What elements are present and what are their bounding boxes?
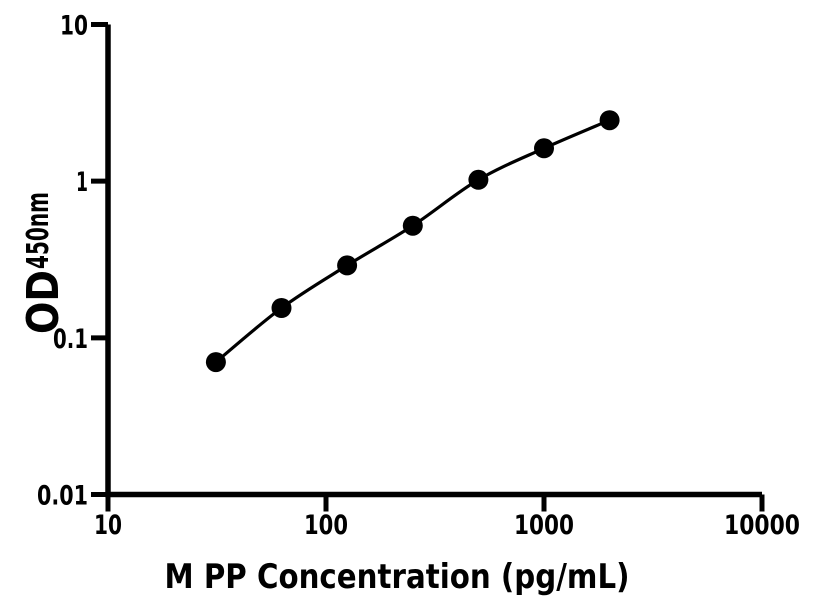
y-tick-label: 10 [60, 11, 88, 42]
x-tick-label: 100 [304, 510, 348, 541]
data-point-marker [205, 352, 226, 373]
y-tick-label: 0.01 [37, 481, 88, 512]
x-tick-label: 1000 [514, 510, 574, 541]
data-point-marker [468, 169, 489, 190]
x-tick-label: 10 [94, 510, 122, 541]
data-point-marker [271, 298, 292, 318]
data-point-marker [337, 255, 358, 276]
data-point-marker [599, 110, 620, 131]
y-axis-title-subscript: 450nm [21, 192, 56, 269]
axis-spine [105, 24, 762, 498]
y-tick-label: 0.1 [53, 324, 88, 355]
y-axis-title: OD [18, 270, 69, 334]
fit-curve [214, 118, 612, 364]
data-point-marker [402, 215, 423, 236]
data-point-marker [534, 138, 554, 159]
x-axis-title: M PP Concentration (pg/mL) [165, 557, 630, 597]
x-tick-label: 10000 [724, 510, 800, 541]
y-tick-label: 1 [76, 167, 88, 198]
